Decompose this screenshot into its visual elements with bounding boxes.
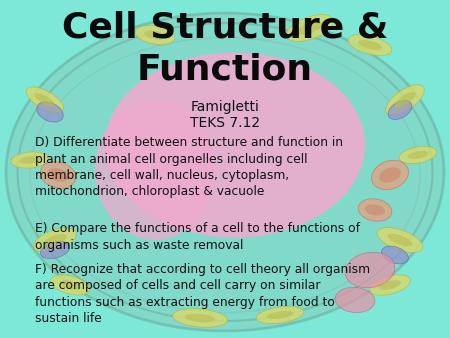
Ellipse shape <box>358 199 392 221</box>
Ellipse shape <box>379 280 401 290</box>
Ellipse shape <box>40 241 70 259</box>
Ellipse shape <box>335 287 375 313</box>
Ellipse shape <box>6 13 444 331</box>
Ellipse shape <box>105 52 365 238</box>
Ellipse shape <box>395 92 415 108</box>
Ellipse shape <box>26 87 64 113</box>
Ellipse shape <box>34 228 76 252</box>
Ellipse shape <box>372 160 409 190</box>
Ellipse shape <box>382 246 409 264</box>
Ellipse shape <box>43 234 67 246</box>
Ellipse shape <box>144 30 166 40</box>
Ellipse shape <box>59 280 81 290</box>
Ellipse shape <box>286 15 334 42</box>
Ellipse shape <box>185 314 215 322</box>
Text: E) Compare the functions of a cell to the functions of
organisms such as waste r: E) Compare the functions of a cell to th… <box>35 222 360 251</box>
Ellipse shape <box>348 34 392 55</box>
Ellipse shape <box>37 102 63 122</box>
Ellipse shape <box>20 156 40 164</box>
Text: TEKS 7.12: TEKS 7.12 <box>190 116 260 130</box>
Ellipse shape <box>358 40 382 50</box>
Text: Famigletti: Famigletti <box>190 100 260 114</box>
Text: Function: Function <box>137 52 313 86</box>
Ellipse shape <box>388 100 412 120</box>
Text: D) Differentiate between structure and function in
plant an animal cell organell: D) Differentiate between structure and f… <box>35 136 343 198</box>
Text: F) Recognize that according to cell theory all organism
are composed of cells an: F) Recognize that according to cell theo… <box>35 263 370 325</box>
Ellipse shape <box>297 21 323 34</box>
Ellipse shape <box>377 227 423 252</box>
Ellipse shape <box>95 100 215 240</box>
Ellipse shape <box>173 309 227 327</box>
Ellipse shape <box>50 275 90 295</box>
Ellipse shape <box>386 85 424 115</box>
Ellipse shape <box>365 204 385 216</box>
Ellipse shape <box>345 252 395 288</box>
Ellipse shape <box>11 152 49 168</box>
Ellipse shape <box>408 151 428 159</box>
Ellipse shape <box>267 311 293 319</box>
Ellipse shape <box>379 167 401 183</box>
Ellipse shape <box>135 25 175 45</box>
Text: Cell Structure &: Cell Structure & <box>62 10 388 44</box>
Ellipse shape <box>40 162 76 188</box>
Ellipse shape <box>387 234 413 246</box>
Ellipse shape <box>47 168 68 182</box>
Ellipse shape <box>35 93 55 107</box>
Ellipse shape <box>369 275 410 295</box>
Ellipse shape <box>399 146 437 164</box>
Ellipse shape <box>256 307 304 323</box>
